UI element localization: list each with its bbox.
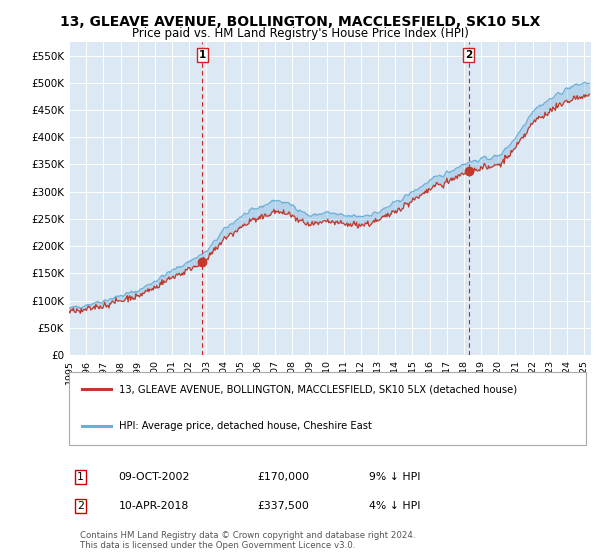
Text: HPI: Average price, detached house, Cheshire East: HPI: Average price, detached house, Ches… <box>119 421 371 431</box>
Text: 10-APR-2018: 10-APR-2018 <box>119 501 189 511</box>
Text: 09-OCT-2002: 09-OCT-2002 <box>119 472 190 482</box>
FancyBboxPatch shape <box>69 372 586 445</box>
Text: Contains HM Land Registry data © Crown copyright and database right 2024.
This d: Contains HM Land Registry data © Crown c… <box>80 531 416 550</box>
Text: £170,000: £170,000 <box>257 472 309 482</box>
Text: 1: 1 <box>77 472 84 482</box>
Text: 9% ↓ HPI: 9% ↓ HPI <box>369 472 421 482</box>
Text: 4% ↓ HPI: 4% ↓ HPI <box>369 501 421 511</box>
Text: Price paid vs. HM Land Registry's House Price Index (HPI): Price paid vs. HM Land Registry's House … <box>131 27 469 40</box>
Text: 13, GLEAVE AVENUE, BOLLINGTON, MACCLESFIELD, SK10 5LX (detached house): 13, GLEAVE AVENUE, BOLLINGTON, MACCLESFI… <box>119 385 517 394</box>
Text: 2: 2 <box>77 501 84 511</box>
Text: £337,500: £337,500 <box>257 501 309 511</box>
Text: 2: 2 <box>465 50 472 60</box>
Text: 13, GLEAVE AVENUE, BOLLINGTON, MACCLESFIELD, SK10 5LX: 13, GLEAVE AVENUE, BOLLINGTON, MACCLESFI… <box>60 15 540 29</box>
Text: 1: 1 <box>199 50 206 60</box>
